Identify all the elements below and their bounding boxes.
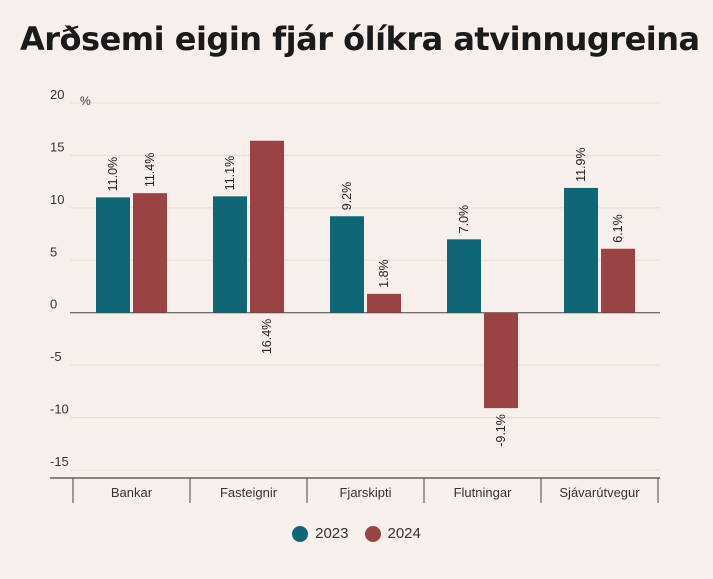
data-label: 11.1% (223, 156, 237, 191)
chart-title: Arðsemi eigin fjár ólíkra atvinnugreina (20, 20, 700, 58)
y-tick-label: 15 (50, 139, 64, 154)
data-label: 11.9% (574, 147, 588, 182)
bar-2024[interactable] (601, 248, 635, 313)
y-tick-label: 20 (50, 87, 64, 102)
bar-2023[interactable] (330, 216, 364, 313)
y-tick-label: -10 (50, 402, 69, 417)
legend: 2023 2024 (0, 525, 713, 542)
x-tick-label: Sjávarútvegur (559, 485, 640, 500)
data-label: 1.8% (377, 259, 391, 288)
bar-2023[interactable] (564, 187, 598, 313)
legend-item-2023[interactable]: 2023 (292, 525, 349, 542)
legend-swatch-2024 (364, 525, 381, 542)
legend-swatch-2023 (292, 525, 309, 542)
data-label: 7.0% (457, 205, 471, 234)
legend-label-2024: 2024 (387, 525, 421, 542)
x-tick-label: Fjarskipti (339, 485, 391, 500)
y-tick-label: 5 (50, 244, 57, 259)
bar-2023[interactable] (213, 196, 247, 313)
legend-label-2023: 2023 (315, 525, 349, 542)
bar-2024[interactable] (133, 193, 167, 313)
bar-2024[interactable] (367, 293, 401, 313)
x-tick-label: Flutningar (454, 485, 512, 500)
bar-2024[interactable] (484, 312, 518, 409)
x-tick-label: Bankar (111, 485, 153, 500)
y-tick-label: 0 (50, 297, 57, 312)
y-tick-label: 10 (50, 192, 64, 207)
data-label: 9.2% (340, 182, 354, 211)
bar-2024[interactable] (250, 140, 284, 313)
data-label: -9.1% (494, 414, 508, 447)
bar-2023[interactable] (96, 197, 130, 313)
data-label: 11.0% (106, 157, 120, 192)
bar-2023[interactable] (447, 239, 481, 313)
y-tick-label: -5 (50, 349, 62, 364)
legend-item-2024[interactable]: 2024 (364, 525, 421, 542)
data-label: 6.1% (611, 214, 625, 243)
y-unit-label: % (80, 94, 91, 108)
data-label: 11.4% (143, 153, 157, 188)
y-tick-label: -15 (50, 454, 69, 469)
x-tick-label: Fasteignir (220, 485, 278, 500)
data-label: 16.4% (260, 319, 274, 354)
